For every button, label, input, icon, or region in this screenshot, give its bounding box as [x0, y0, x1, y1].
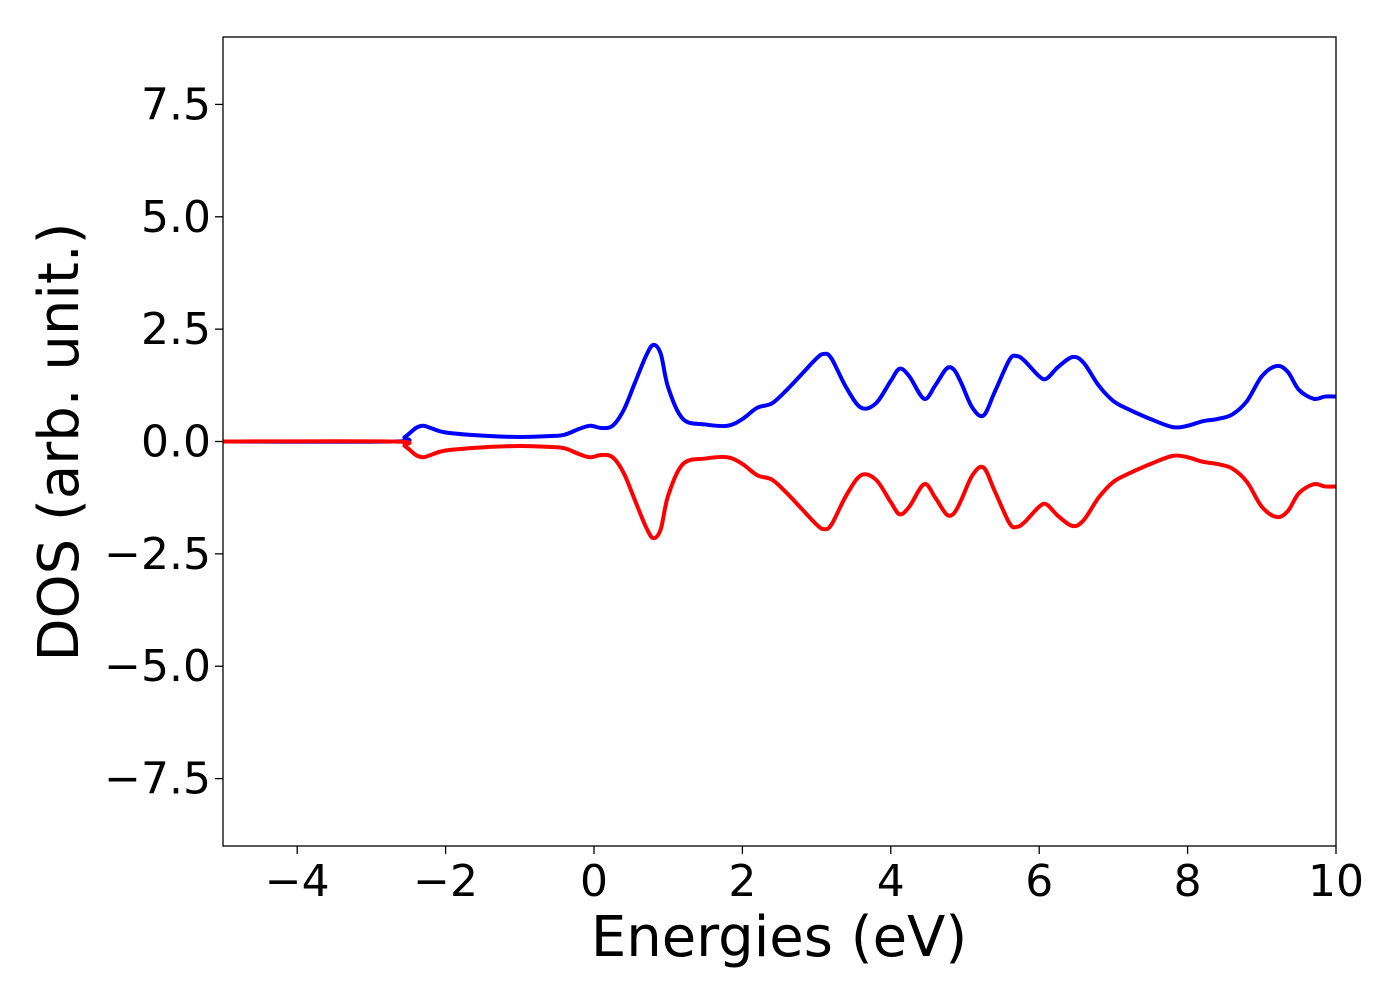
x-tick-label: 4: [877, 856, 905, 907]
x-tick-label: 0: [580, 856, 608, 907]
y-tick-label: 7.5: [141, 79, 211, 130]
y-tick-label: −5.0: [104, 641, 211, 692]
y-tick-label: −2.5: [104, 529, 211, 580]
x-tick-label: 10: [1308, 856, 1364, 907]
y-tick-label: −7.5: [104, 754, 211, 805]
series-layer: [223, 342, 1336, 541]
series-line-1: [223, 342, 1336, 444]
y-tick-label: 5.0: [141, 192, 211, 243]
x-tick-label: 2: [728, 856, 756, 907]
y-tick-label: 2.5: [141, 304, 211, 355]
x-tick-label: 6: [1025, 856, 1053, 907]
y-tick-label: 0.0: [141, 417, 211, 468]
x-axis-ticks: −4 −2 0 2 4 6 8 10: [265, 846, 1364, 907]
y-axis-ticks: 7.5 5.0 2.5 0.0 −2.5 −5.0 −7.5: [104, 79, 223, 805]
x-tick-label: −2: [413, 856, 478, 907]
y-axis-label: DOS (arb. unit.): [27, 222, 92, 661]
x-tick-label: 8: [1174, 856, 1202, 907]
series-line-2: [223, 439, 1336, 541]
x-axis-label: Energies (eV): [591, 905, 967, 970]
x-tick-label: −4: [265, 856, 330, 907]
